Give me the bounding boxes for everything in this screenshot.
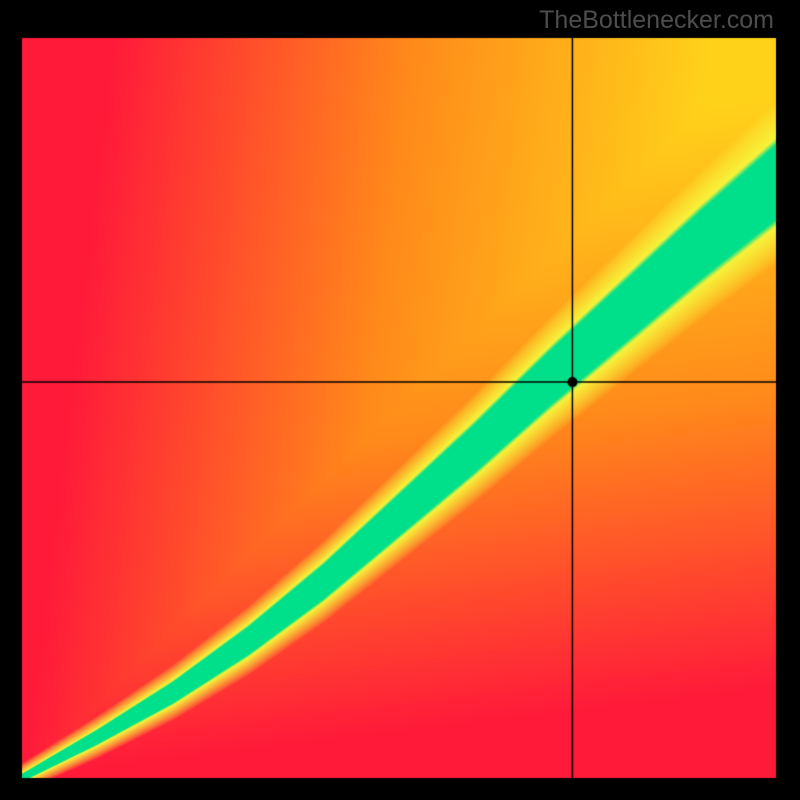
chart-container: TheBottlenecker.com bbox=[0, 0, 800, 800]
bottleneck-heatmap bbox=[0, 0, 800, 800]
